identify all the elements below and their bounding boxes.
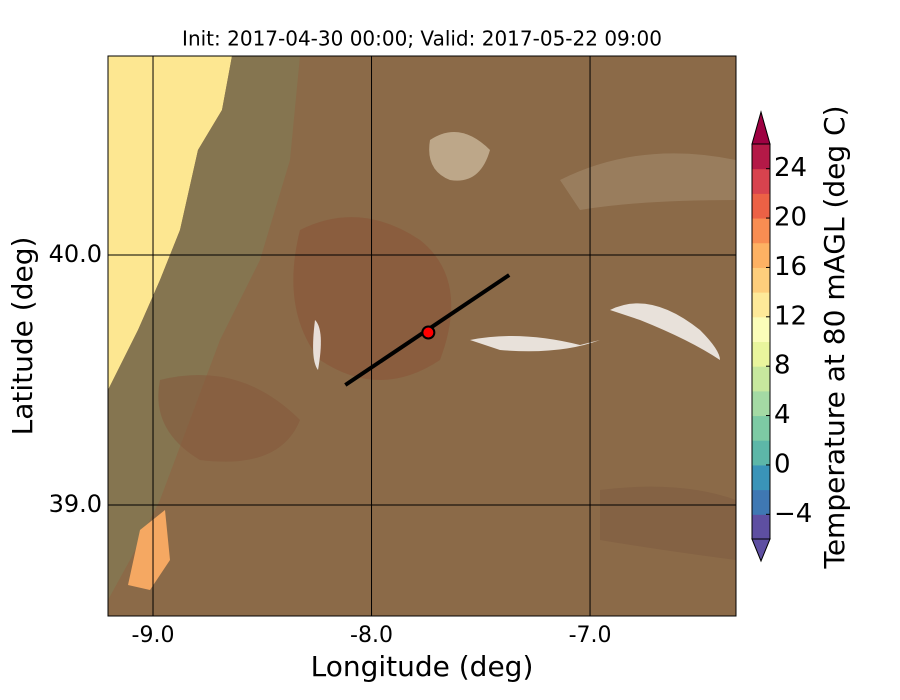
colorbar-tick-label: 8 [774,351,791,381]
chart-title: Init: 2017-04-30 00:00; Valid: 2017-05-2… [182,27,662,51]
colorbar-label: Temperature at 80 mAGL (deg C) [818,105,851,569]
colorbar-band [752,489,770,515]
colorbar-band [752,144,770,170]
x-tick-label: -8.0 [350,623,393,648]
colorbar-band [752,514,770,540]
colorbar-tick-label: 0 [774,449,791,479]
coastal-plain [108,56,300,600]
colorbar-band [752,341,770,367]
terrain [108,56,736,616]
warm-region [158,375,300,462]
x-axis-label: Longitude (deg) [311,650,534,683]
colorbar-band [752,316,770,342]
colorbar-band [752,218,770,244]
colorbar-band [752,242,770,268]
colorbar-band [752,193,770,219]
mountain [429,132,490,181]
location-point [421,325,436,340]
colorbar-band [752,366,770,392]
colorbar-under [751,538,771,563]
colorbar-tick-label: −4 [774,499,812,529]
colorbar-band [752,464,770,491]
colorbar-frame [751,143,771,540]
colorbar-band [752,415,770,441]
colorbar-tick-label: 20 [774,203,807,233]
mountain [560,153,736,210]
x-tick-label: -9.0 [132,623,175,648]
y-tick-label: 39.0 [49,490,102,518]
y-tick-label: 40.0 [49,240,102,268]
x-tick-label: -7.0 [569,623,612,648]
colorbar-band [752,267,770,293]
colorbar-over [751,110,771,145]
colorbar-band [752,440,770,466]
colorbar-tick-label: 4 [774,400,791,430]
y-axis-label: Latitude (deg) [6,237,39,436]
estuary [128,510,170,590]
plot-frame [107,55,737,617]
reservoir [313,320,321,370]
colorbar-band [752,292,770,318]
colorbar-band [752,390,770,417]
colorbar-band [752,168,770,194]
colorbar-tick-label: 16 [774,252,807,282]
colorbar-tick-label: 24 [774,153,807,183]
sea [108,56,232,390]
reservoir [470,336,600,352]
reservoir [610,303,720,360]
colorbar-tick-label: 12 [774,301,807,331]
